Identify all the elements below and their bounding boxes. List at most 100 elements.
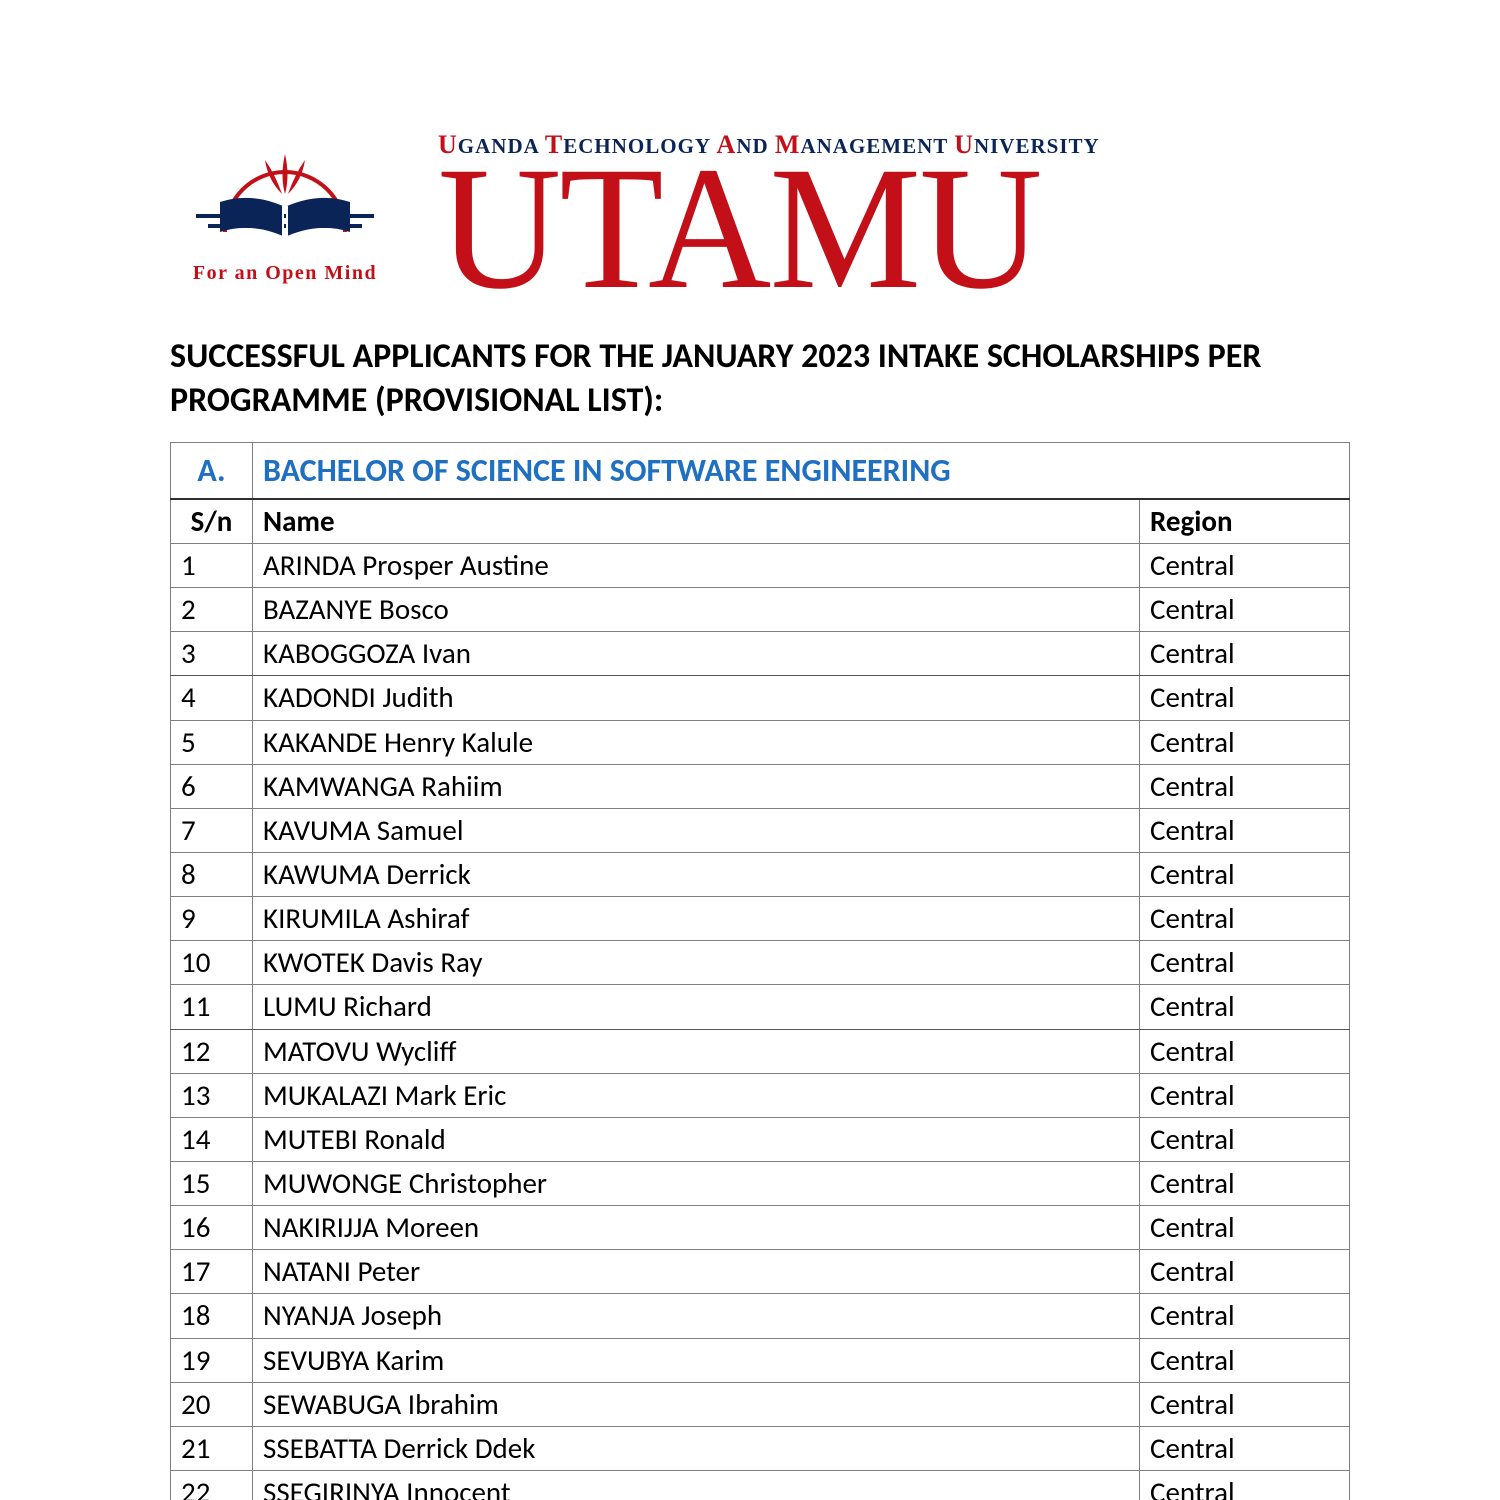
cell-name: MATOVU Wycliff (253, 1029, 1140, 1073)
table-row: 6KAMWANGA RahiimCentral (171, 764, 1350, 808)
cell-name: KWOTEK Davis Ray (253, 941, 1140, 985)
cell-region: Central (1139, 588, 1349, 632)
table-row: 20SEWABUGA IbrahimCentral (171, 1382, 1350, 1426)
table-row: 14MUTEBI RonaldCentral (171, 1117, 1350, 1161)
table-row: 1ARINDA Prosper AustineCentral (171, 543, 1350, 587)
table-row: 21SSEBATTA Derrick DdekCentral (171, 1426, 1350, 1470)
cell-sn: 3 (171, 632, 253, 676)
table-row: 12MATOVU WycliffCentral (171, 1029, 1350, 1073)
cell-sn: 9 (171, 897, 253, 941)
cell-region: Central (1139, 1382, 1349, 1426)
cell-name: MUTEBI Ronald (253, 1117, 1140, 1161)
cell-name: MUWONGE Christopher (253, 1161, 1140, 1205)
cell-sn: 20 (171, 1382, 253, 1426)
cell-sn: 2 (171, 588, 253, 632)
cell-region: Central (1139, 1250, 1349, 1294)
cell-region: Central (1139, 676, 1349, 720)
wordmark: UGANDA TECHNOLOGY AND MANAGEMENT UNIVERS… (438, 130, 1350, 297)
col-name: Name (253, 499, 1140, 544)
table-row: 22SSEGIRINYA InnocentCentral (171, 1470, 1350, 1500)
cell-sn: 16 (171, 1206, 253, 1250)
cell-name: LUMU Richard (253, 985, 1140, 1029)
cell-region: Central (1139, 1206, 1349, 1250)
cell-region: Central (1139, 1426, 1349, 1470)
cell-region: Central (1139, 720, 1349, 764)
table-row: 5KAKANDE Henry KaluleCentral (171, 720, 1350, 764)
cell-region: Central (1139, 808, 1349, 852)
cell-name: SEVUBYA Karim (253, 1338, 1140, 1382)
cell-region: Central (1139, 941, 1349, 985)
section-title: BACHELOR OF SCIENCE IN SOFTWARE ENGINEER… (253, 442, 1350, 499)
cell-name: KAVUMA Samuel (253, 808, 1140, 852)
cell-name: KABOGGOZA Ivan (253, 632, 1140, 676)
cell-name: KAWUMA Derrick (253, 852, 1140, 896)
table-row: 13MUKALAZI Mark EricCentral (171, 1073, 1350, 1117)
table-row: 17NATANI PeterCentral (171, 1250, 1350, 1294)
cell-sn: 11 (171, 985, 253, 1029)
table-row: 9KIRUMILA AshirafCentral (171, 897, 1350, 941)
table-row: 8KAWUMA DerrickCentral (171, 852, 1350, 896)
cell-sn: 14 (171, 1117, 253, 1161)
cell-region: Central (1139, 1117, 1349, 1161)
cell-name: MUKALAZI Mark Eric (253, 1073, 1140, 1117)
cell-sn: 1 (171, 543, 253, 587)
cell-region: Central (1139, 897, 1349, 941)
cell-name: BAZANYE Bosco (253, 588, 1140, 632)
col-region: Region (1139, 499, 1349, 544)
cell-sn: 18 (171, 1294, 253, 1338)
cell-sn: 4 (171, 676, 253, 720)
cell-region: Central (1139, 1338, 1349, 1382)
cell-sn: 22 (171, 1470, 253, 1500)
cell-region: Central (1139, 543, 1349, 587)
table-row: 10KWOTEK Davis RayCentral (171, 941, 1350, 985)
cell-sn: 17 (171, 1250, 253, 1294)
applicants-table: A. BACHELOR OF SCIENCE IN SOFTWARE ENGIN… (170, 442, 1350, 1500)
cell-name: NYANJA Joseph (253, 1294, 1140, 1338)
cell-sn: 5 (171, 720, 253, 764)
cell-name: NAKIRIJJA Moreen (253, 1206, 1140, 1250)
table-row: 2BAZANYE BoscoCentral (171, 588, 1350, 632)
cell-region: Central (1139, 764, 1349, 808)
cell-region: Central (1139, 1294, 1349, 1338)
table-row: 3KABOGGOZA IvanCentral (171, 632, 1350, 676)
document-title: SUCCESSFUL APPLICANTS FOR THE JANUARY 20… (170, 335, 1350, 423)
emblem-icon (190, 136, 380, 256)
cell-sn: 6 (171, 764, 253, 808)
cell-name: SEWABUGA Ibrahim (253, 1382, 1140, 1426)
section-header-row: A. BACHELOR OF SCIENCE IN SOFTWARE ENGIN… (171, 442, 1350, 499)
cell-name: KADONDI Judith (253, 676, 1140, 720)
cell-name: SSEBATTA Derrick Ddek (253, 1426, 1140, 1470)
col-sn: S/n (171, 499, 253, 544)
cell-sn: 8 (171, 852, 253, 896)
letterhead: For an Open Mind UGANDA TECHNOLOGY AND M… (170, 130, 1350, 297)
cell-sn: 21 (171, 1426, 253, 1470)
table-row: 16NAKIRIJJA MoreenCentral (171, 1206, 1350, 1250)
section-letter: A. (171, 442, 253, 499)
cell-name: ARINDA Prosper Austine (253, 543, 1140, 587)
cell-sn: 13 (171, 1073, 253, 1117)
cell-sn: 19 (171, 1338, 253, 1382)
table-row: 18NYANJA JosephCentral (171, 1294, 1350, 1338)
cell-name: KAMWANGA Rahiim (253, 764, 1140, 808)
column-header-row: S/n Name Region (171, 499, 1350, 544)
cell-region: Central (1139, 1161, 1349, 1205)
cell-sn: 7 (171, 808, 253, 852)
cell-name: KIRUMILA Ashiraf (253, 897, 1140, 941)
cell-region: Central (1139, 1073, 1349, 1117)
cell-region: Central (1139, 985, 1349, 1029)
cell-region: Central (1139, 852, 1349, 896)
cell-region: Central (1139, 1470, 1349, 1500)
table-row: 7KAVUMA SamuelCentral (171, 808, 1350, 852)
cell-region: Central (1139, 1029, 1349, 1073)
cell-sn: 10 (171, 941, 253, 985)
cell-region: Central (1139, 632, 1349, 676)
table-row: 11LUMU RichardCentral (171, 985, 1350, 1029)
cell-name: SSEGIRINYA Innocent (253, 1470, 1140, 1500)
cell-name: NATANI Peter (253, 1250, 1140, 1294)
table-row: 4KADONDI JudithCentral (171, 676, 1350, 720)
cell-sn: 12 (171, 1029, 253, 1073)
university-acronym: UTAMU (438, 160, 1041, 297)
university-emblem: For an Open Mind (170, 130, 400, 285)
table-row: 19SEVUBYA KarimCentral (171, 1338, 1350, 1382)
table-row: 15MUWONGE ChristopherCentral (171, 1161, 1350, 1205)
